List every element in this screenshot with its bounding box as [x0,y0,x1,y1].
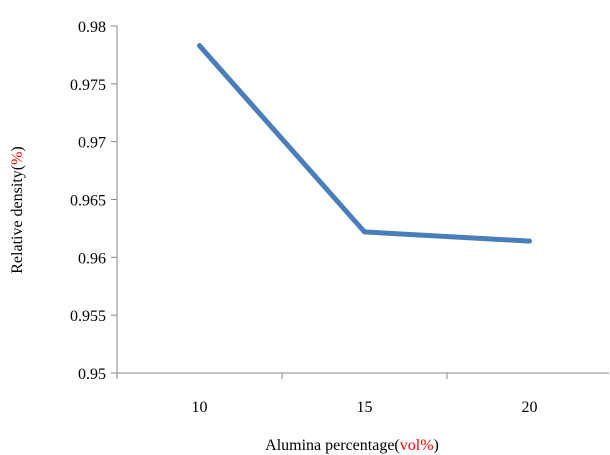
data-point [362,229,367,235]
x-tick-label: 10 [192,399,208,416]
y-tick-label: 0.98 [78,19,106,36]
x-tick-label: 20 [522,399,538,416]
series-group [197,43,532,244]
data-point [197,43,202,49]
y-tick-label: 0.975 [70,77,106,94]
y-axis-label: Relative density(%) [9,146,26,274]
x-tick-label: 15 [357,399,373,416]
y-axis: 0.95 0.955 0.96 0.965 0.97 0.975 0.98 [70,19,118,383]
y-tick-label: 0.97 [78,135,106,152]
x-axis-label: Alumina percentage(vol%) [265,437,439,454]
y-tick-label: 0.965 [70,193,106,210]
x-axis: 10 15 20 [116,372,609,416]
data-point [527,238,532,244]
y-tick-label: 0.955 [70,308,106,325]
y-tick-label: 0.95 [78,366,106,383]
y-tick-label: 0.96 [78,250,106,267]
series-line-1 [197,44,530,244]
